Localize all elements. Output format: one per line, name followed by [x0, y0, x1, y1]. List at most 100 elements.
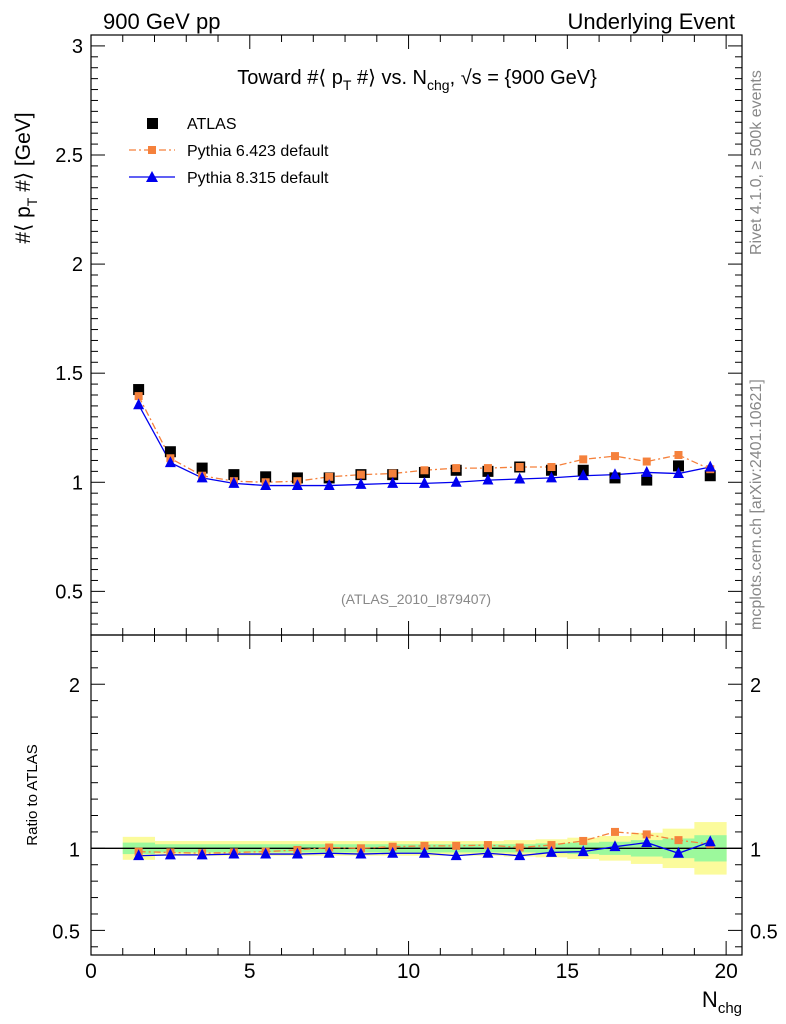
legend-atlas-label: ATLAS [187, 116, 237, 133]
pythia8-point [672, 467, 684, 479]
analysis-label: (ATLAS_2010_I879407) [341, 591, 491, 607]
ratio-pythia8-point [450, 849, 462, 861]
ratio-pythia8-point [355, 847, 367, 859]
x-tick-label: 20 [714, 960, 737, 983]
ratio-pythia8-point [387, 846, 399, 858]
pythia8-point [323, 479, 335, 491]
ratio-pythia8-point [228, 847, 240, 859]
pythia8-point [387, 476, 399, 488]
ratio-pythia6-point [388, 842, 397, 851]
y-tick-label: 0.5 [52, 921, 80, 943]
pythia6-point [674, 451, 683, 459]
pythia8-point [514, 472, 526, 484]
ratio-pythia8-point [196, 848, 208, 860]
atlas-point [196, 462, 208, 474]
ratio-pythia6-point [642, 830, 651, 839]
atlas-point [133, 384, 145, 396]
atlas-point [228, 469, 240, 481]
legend: ATLAS Pythia 6.423 default Pythia 8.315 … [129, 116, 329, 187]
x-tick-label: 15 [556, 960, 579, 983]
atlas-point [260, 471, 272, 483]
legend-pythia6-label: Pythia 6.423 default [187, 143, 329, 160]
pythia8-point [704, 460, 716, 472]
pythia8-point [196, 471, 208, 483]
pythia8-point [641, 466, 653, 477]
ratio-pythia6-point [579, 836, 588, 845]
pythia8-point [291, 479, 303, 491]
y-tick-label: 0.5 [55, 581, 83, 603]
pythia6-point [388, 469, 397, 478]
ratio-pythia6-point [674, 836, 683, 845]
ratio-pythia6-point [515, 843, 524, 852]
ratio-pythia6-point [610, 827, 619, 836]
main-plot-panel: 0.5 1 1.5 2 2.5 3 Toward #⟨ pT #⟩ vs. Nchg, √… [12, 34, 743, 636]
rivet-label: Rivet 4.1.0, ≥ 500k events [748, 70, 765, 255]
legend-pythia6-marker [148, 146, 156, 154]
ratio-plot-axes: 0 5 10 15 20 0.5 0.5 1 1 2 2 [52, 635, 778, 983]
ratio-plot-marks [91, 822, 742, 875]
y-tick-label-right: 0.5 [750, 921, 778, 943]
ratio-pythia8-point [164, 848, 176, 860]
y-tick-label: 2.5 [55, 145, 83, 167]
main-plot-axes: 0.5 1 1.5 2 2.5 3 [55, 35, 742, 635]
pythia6-point [134, 392, 143, 401]
pythia8-point [418, 476, 430, 488]
pythia8-point [228, 476, 240, 488]
pythia6-point [579, 455, 588, 464]
x-axis-label: Nchg [702, 987, 742, 1017]
ratio-pythia6-point [547, 841, 556, 850]
atlas-point [164, 446, 176, 458]
pythia6-point [642, 457, 651, 466]
y-tick-label: 2 [69, 675, 80, 697]
pythia8-point [164, 456, 176, 468]
atlas-point [672, 460, 684, 472]
header-right: Underlying Event [567, 9, 735, 34]
pythia8-point [609, 468, 621, 480]
pythia6-point [325, 472, 334, 481]
main-plot-marks [133, 384, 716, 491]
ratio-pythia8-point [291, 847, 303, 859]
pythia8-point [545, 471, 557, 483]
ratio-pythia8-point [133, 849, 145, 861]
y-tick-label-right: 2 [750, 675, 761, 697]
y-tick-label: 3 [72, 36, 83, 58]
ratio-y-axis-label: Ratio to ATLAS [24, 744, 41, 845]
pythia6-point [420, 466, 429, 475]
ratio-pythia8-point [323, 846, 335, 858]
atlas-point [704, 470, 716, 482]
ratio-pythia8-point [418, 846, 430, 858]
legend-pythia8-marker [146, 171, 158, 182]
pythia8-point [450, 475, 462, 487]
y-tick-label: 1 [72, 472, 83, 494]
pythia8-point [133, 398, 145, 410]
ratio-pythia6-point [452, 841, 461, 850]
pythia8-point [355, 478, 367, 489]
ratio-pythia6-point [420, 841, 429, 850]
pythia6-point [452, 464, 461, 473]
plot-title: Toward #⟨ pT #⟩ vs. Nchg, √s = {900 GeV} [237, 67, 597, 93]
legend-pythia8-label: Pythia 8.315 default [187, 170, 329, 187]
ratio-plot-panel: 0 5 10 15 20 0.5 0.5 1 1 2 2 Ratio to ATLAS Nchg [24, 634, 778, 1017]
ratio-pythia8-point [577, 845, 589, 857]
ratio-pythia8-point [641, 836, 653, 848]
pythia6-point [547, 463, 556, 471]
pythia6-point [483, 464, 492, 473]
ratio-plot-frame [90, 634, 743, 956]
pythia6-point [610, 452, 619, 461]
ratio-pythia8-point [545, 846, 557, 857]
ratio-pythia8-point [672, 846, 684, 858]
ratio-pythia8-point [482, 846, 494, 858]
x-tick-label: 0 [85, 960, 97, 983]
mcplots-label: mcplots.cern.ch [arXiv:2401.10621] [748, 379, 765, 630]
x-tick-label: 5 [244, 960, 256, 983]
pythia6-point [515, 463, 524, 471]
x-tick-label: 10 [397, 960, 420, 983]
y-tick-label: 1 [69, 839, 80, 861]
pythia8-point [260, 479, 272, 491]
pythia6-point [356, 470, 365, 479]
ratio-pythia8-point [704, 835, 716, 847]
y-tick-label: 2 [72, 254, 83, 276]
pythia8-point [482, 473, 494, 485]
y-tick-label: 1.5 [55, 363, 83, 385]
